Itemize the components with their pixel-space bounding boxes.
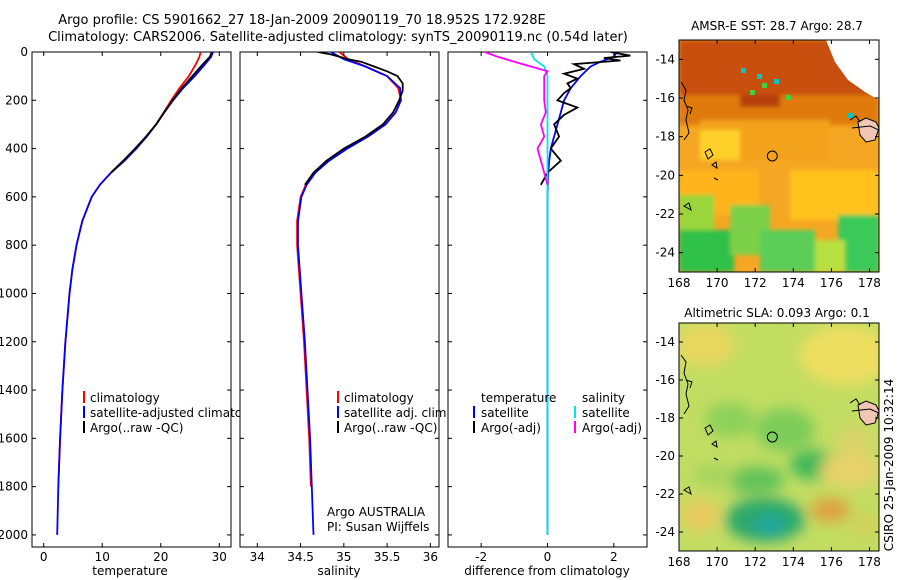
credit-line2: PI: Susan Wijffels <box>327 520 429 534</box>
map-x-tick-label: 176 <box>820 555 843 569</box>
salinity-panel: 34 34.5 35 35.5 36 salinity climatology sate… <box>239 51 450 578</box>
legend-heading-salinity: salinity <box>582 391 625 405</box>
map-x-tick-label: 178 <box>858 555 881 569</box>
sla-map-title: Altimetric SLA: 0.093 Argo: 0.1 <box>684 306 869 320</box>
footer-timestamp: CSIRO 25-Jan-2009 10:32:14 <box>882 379 896 551</box>
legend-label-argo: Argo(..raw -QC) <box>90 421 183 435</box>
y-tick-label: 1800 <box>0 480 28 494</box>
series-line-satellite-adj-clim- <box>297 52 402 535</box>
temperature-panel: 0 10 20 30 0 200 400 600 800 1000 1200 1400 1600 1800… <box>0 45 268 578</box>
x-tick-label: 30 <box>212 550 227 564</box>
sla-map-image <box>679 323 879 551</box>
y-tick-label: 400 <box>5 142 28 156</box>
y-tick-label: 600 <box>5 190 28 204</box>
series-line-salinity-satellite <box>530 52 549 535</box>
y-tick-label: 1200 <box>0 335 28 349</box>
credit-line1: Argo AUSTRALIA <box>327 505 426 519</box>
series-line-argo-raw-qc- <box>110 52 213 174</box>
map-x-tick-label: 170 <box>706 555 729 569</box>
x-tick-label: 0 <box>40 550 48 564</box>
figure-title-line2: Climatology: CARS2006. Satellite-adjuste… <box>48 30 628 45</box>
salinity-xlabel: salinity <box>317 564 360 578</box>
salinity-axes-box <box>239 51 440 548</box>
y-tick-label: 0 <box>20 45 28 59</box>
sla-float-marker <box>766 431 778 443</box>
map-x-tick-label: 172 <box>744 276 767 290</box>
legend-label-climatology: climatology <box>344 391 414 405</box>
sst-map-panel: AMSR-E SST: 28.7 Argo: 28.7 <box>655 19 881 290</box>
difference-panel: -2 0 2 difference from climatology tempera… <box>447 51 648 578</box>
map-y-tick-label: -22 <box>655 487 675 501</box>
x-tick-label: 35 <box>336 550 351 564</box>
map-x-tick-label: 178 <box>858 276 881 290</box>
temperature-legend: climatology satellite-adjusted climatolo… <box>83 391 268 435</box>
map-x-tick-label: 170 <box>706 276 729 290</box>
difference-xlabel: difference from climatology <box>464 564 630 578</box>
series-line-salinity-argo-adj- <box>484 52 549 186</box>
map-x-tick-label: 174 <box>782 555 805 569</box>
map-y-tick-label: -16 <box>655 91 675 105</box>
map-y-tick-label: -20 <box>655 449 675 463</box>
series-line-argo-raw-qc- <box>304 52 404 186</box>
sst-map-title: AMSR-E SST: 28.7 Argo: 28.7 <box>691 19 863 33</box>
map-x-tick-label: 174 <box>782 276 805 290</box>
map-y-tick-label: -22 <box>655 207 675 221</box>
temperature-xlabel: temperature <box>92 564 167 578</box>
legend-label-climatology: climatology <box>90 391 160 405</box>
map-x-tick-label: 168 <box>668 276 691 290</box>
legend-label-argo: Argo(..raw -QC) <box>344 421 437 435</box>
map-y-tick-label: -14 <box>655 52 675 66</box>
legend-label-salt-argo: Argo(-adj) <box>582 421 642 435</box>
sla-map-frame <box>678 322 880 552</box>
legend-label-temp-satellite: satellite <box>481 406 529 420</box>
figure-title-line1: Argo profile: CS 5901662_27 18-Jan-2009 … <box>58 13 546 28</box>
map-y-tick-label: -16 <box>655 373 675 387</box>
x-tick-label: 34.5 <box>287 550 314 564</box>
sst-float-marker <box>766 150 778 162</box>
y-tick-label: 2000 <box>0 528 28 542</box>
salinity-legend: climatology satellite adj. clim. Argo(..… <box>337 391 450 435</box>
map-y-tick-label: -14 <box>655 335 675 349</box>
difference-legend: temperature satellite Argo(-adj) salinit… <box>473 391 642 435</box>
map-x-tick-label: 172 <box>744 555 767 569</box>
map-x-tick-label: 176 <box>820 276 843 290</box>
series-line-temperature-argo-adj- <box>540 52 631 186</box>
legend-label-salt-satellite: satellite <box>582 406 630 420</box>
map-y-tick-label: -18 <box>655 411 675 425</box>
sst-map-frame <box>678 39 880 273</box>
legend-label-satellite: satellite-adjusted climatology <box>90 406 268 420</box>
x-tick-label: 2 <box>610 550 618 564</box>
legend-label-temp-argo: Argo(-adj) <box>481 421 541 435</box>
x-tick-label: -2 <box>475 550 487 564</box>
y-tick-label: 1000 <box>0 286 28 300</box>
x-tick-label: 34 <box>250 550 265 564</box>
y-tick-label: 800 <box>5 238 28 252</box>
x-tick-label: 35.5 <box>374 550 401 564</box>
legend-label-satellite: satellite adj. clim. <box>344 406 450 420</box>
y-tick-label: 1600 <box>0 431 28 445</box>
temperature-axes-box <box>31 51 232 548</box>
map-x-tick-label: 168 <box>668 555 691 569</box>
y-tick-label: 1400 <box>0 383 28 397</box>
map-y-tick-label: -18 <box>655 130 675 144</box>
x-tick-label: 10 <box>95 550 110 564</box>
x-tick-label: 0 <box>544 550 552 564</box>
sst-map-image <box>679 40 879 272</box>
y-tick-label: 200 <box>5 93 28 107</box>
sla-map-panel: Altimetric SLA: 0.093 Argo: 0.1 <box>655 306 881 569</box>
map-y-tick-label: -20 <box>655 168 675 182</box>
x-tick-label: 20 <box>153 550 168 564</box>
map-y-tick-label: -24 <box>655 246 675 260</box>
legend-heading-temperature: temperature <box>481 391 556 405</box>
x-tick-label: 36 <box>423 550 438 564</box>
map-y-tick-label: -24 <box>655 525 675 539</box>
